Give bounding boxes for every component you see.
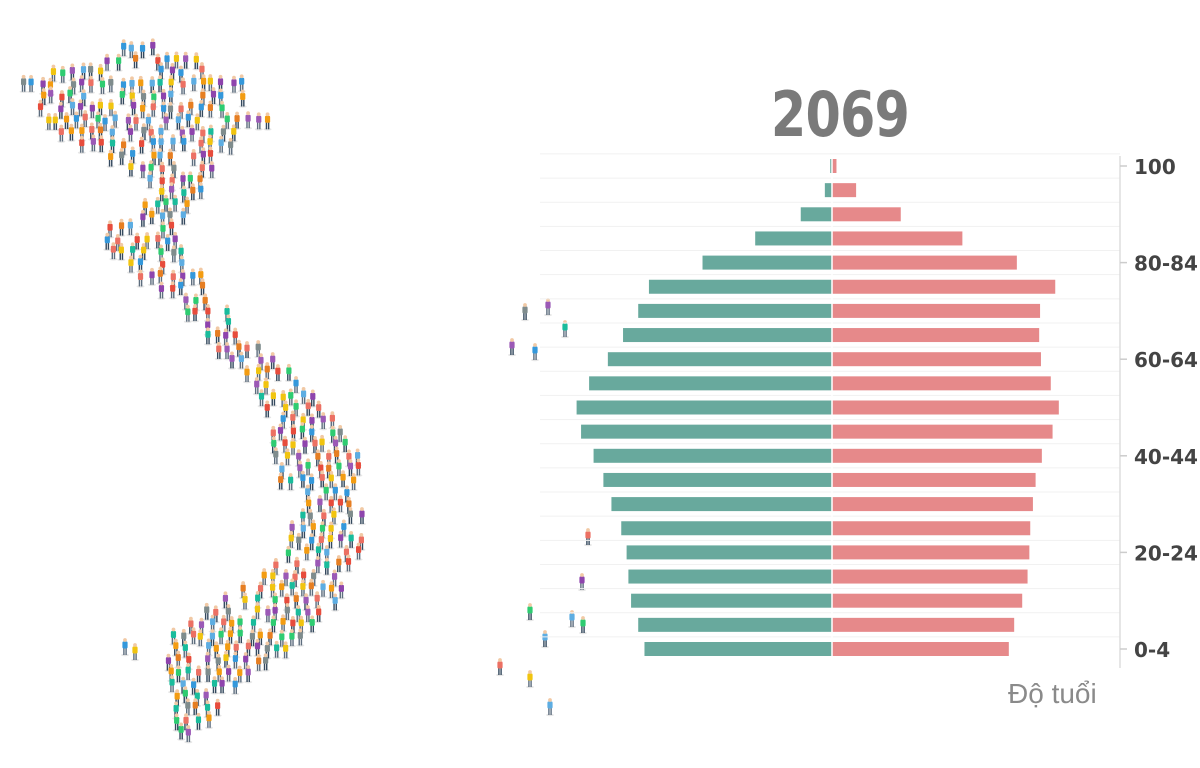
y-axis-title: Độ tuổi — [1008, 678, 1097, 709]
bar-right-75-79 — [832, 279, 1056, 294]
bar-right-20-24 — [832, 545, 1030, 560]
tick-label-60-64: 60-64 — [1134, 348, 1198, 372]
bar-left-100 — [830, 159, 832, 173]
bar-left-35-39 — [603, 472, 832, 487]
scattered-people-illustration — [496, 298, 592, 717]
tick-label-80-84: 80-84 — [1134, 252, 1198, 276]
bar-right-70-74 — [832, 303, 1041, 318]
bar-right-35-39 — [832, 472, 1036, 487]
tick-label-20-24: 20-24 — [1134, 541, 1198, 565]
bar-right-10-14 — [832, 593, 1023, 608]
bar-left-20-24 — [626, 545, 832, 560]
bar-left-40-44 — [593, 448, 832, 463]
bar-right-90-94 — [832, 207, 901, 222]
bar-right-95-99 — [832, 183, 857, 198]
bar-right-15-19 — [832, 569, 1028, 584]
bar-right-50-54 — [832, 400, 1059, 415]
bar-right-40-44 — [832, 448, 1042, 463]
bar-left-70-74 — [638, 303, 832, 318]
left-series-bars — [576, 159, 832, 656]
bar-left-10-14 — [631, 593, 832, 608]
bar-right-30-34 — [832, 497, 1033, 512]
bar-right-65-69 — [832, 328, 1040, 343]
bar-left-55-59 — [589, 376, 832, 391]
bar-right-85-89 — [832, 231, 963, 246]
bar-right-5-9 — [832, 617, 1015, 632]
grid-lines — [540, 153, 1120, 638]
bar-left-25-29 — [621, 521, 832, 536]
tick-label-0-4: 0-4 — [1134, 638, 1170, 662]
bar-left-60-64 — [607, 352, 832, 367]
bar-right-55-59 — [832, 376, 1051, 391]
tick-label-100: 100 — [1134, 155, 1176, 179]
chart-title: 2069 — [770, 78, 910, 151]
bar-right-45-49 — [832, 424, 1053, 439]
bar-left-0-4 — [644, 642, 832, 656]
bar-left-80-84 — [702, 255, 832, 270]
bar-left-5-9 — [638, 617, 832, 632]
crowd-map-illustration — [19, 38, 366, 744]
bar-right-100 — [832, 159, 837, 173]
y-tick-labels: 100 80-84 60-64 40-44 20-24 0-4 — [1120, 155, 1198, 662]
bar-left-90-94 — [800, 207, 832, 222]
bar-right-60-64 — [832, 352, 1041, 367]
bar-right-80-84 — [832, 255, 1017, 270]
bar-left-95-99 — [824, 183, 832, 198]
bar-left-15-19 — [628, 569, 832, 584]
right-series-bars — [832, 159, 1059, 656]
bar-left-75-79 — [648, 279, 832, 294]
bar-left-30-34 — [611, 497, 832, 512]
bar-right-0-4 — [832, 642, 1009, 656]
tick-label-40-44: 40-44 — [1134, 445, 1198, 469]
bar-left-50-54 — [576, 400, 832, 415]
bar-left-65-69 — [623, 328, 832, 343]
bar-left-45-49 — [581, 424, 832, 439]
bar-left-85-89 — [755, 231, 832, 246]
bar-right-25-29 — [832, 521, 1031, 536]
